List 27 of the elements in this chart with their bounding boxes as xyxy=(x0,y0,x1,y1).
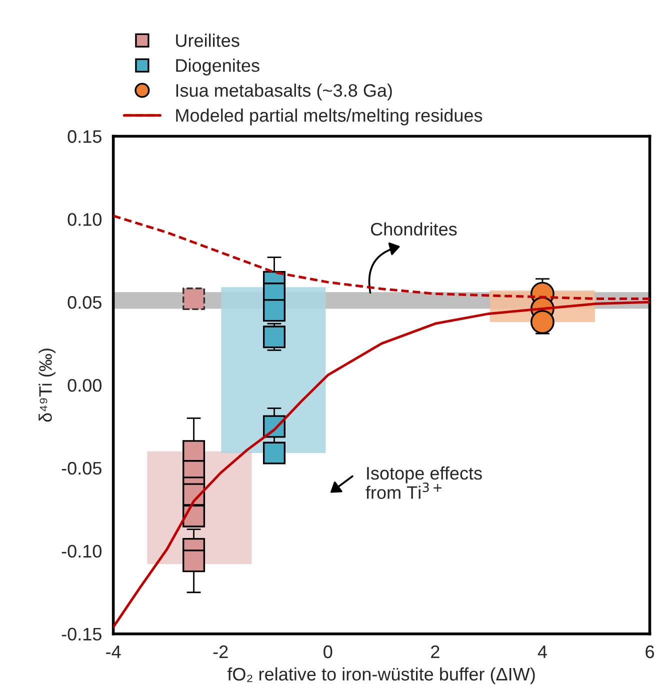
x-tick-label: 6 xyxy=(646,645,654,658)
y-tick-label: -0.05 xyxy=(62,462,102,475)
y-tick-label: -0.15 xyxy=(62,628,102,641)
point xyxy=(262,442,286,464)
x-tick-label: 2 xyxy=(431,645,440,658)
x-tick-label: 4 xyxy=(538,646,547,658)
point xyxy=(262,326,286,348)
legend-label: Ureilites xyxy=(176,34,240,47)
point xyxy=(530,310,554,334)
point xyxy=(262,299,286,322)
x-tick-label: 0 xyxy=(324,645,332,658)
legend-label: Diogenites xyxy=(176,58,260,76)
legend-label: Modeled partial melts/melting residues xyxy=(176,108,482,126)
annotation: Isotope effects from Ti$^{3+}$ xyxy=(366,466,482,499)
y-axis-title: δ⁴⁹Ti (‰) xyxy=(38,348,56,422)
point xyxy=(182,504,206,528)
y-tick-label: 0.15 xyxy=(68,130,102,143)
point xyxy=(182,550,206,572)
y-tick-label: 0.05 xyxy=(68,296,102,309)
annotation: Chondrites xyxy=(370,222,457,236)
legend-label: Isua metabasalts (~3.8 Ga) xyxy=(176,84,392,100)
y-tick-label: -0.10 xyxy=(62,544,102,558)
x-axis-title: fO₂ relative to iron-wüstite buffer (ΔIW) xyxy=(227,667,535,684)
y-tick-label: 0.00 xyxy=(68,378,102,392)
y-tick-label: 0.10 xyxy=(68,213,102,226)
x-tick-label: -2 xyxy=(213,645,228,658)
x-tick-label: -4 xyxy=(106,646,121,658)
